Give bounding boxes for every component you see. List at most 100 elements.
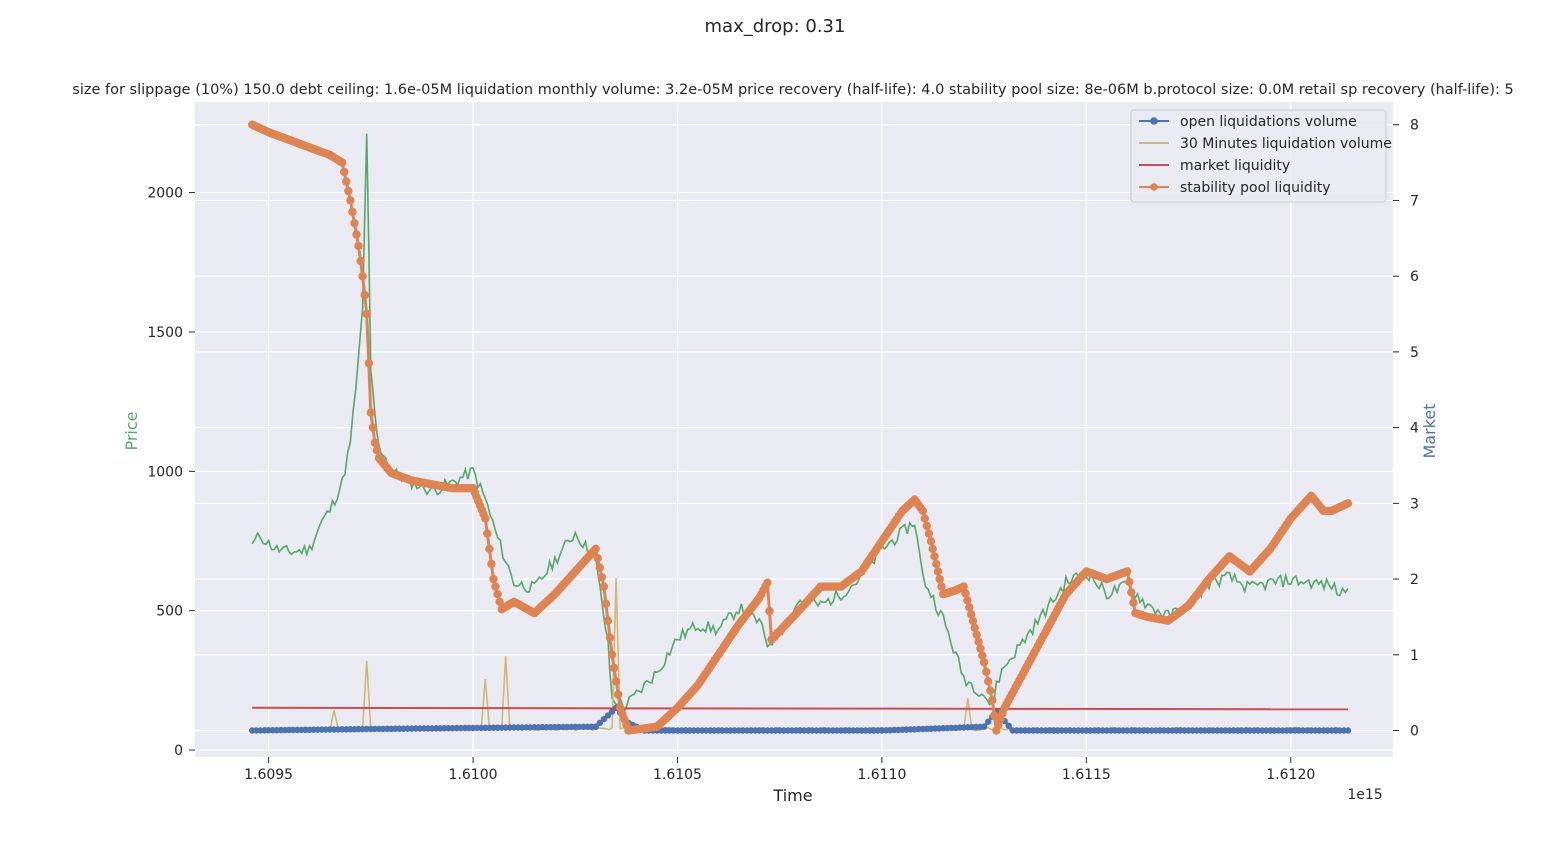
stability-pool-point xyxy=(978,651,987,660)
x-tick-label: 1.6105 xyxy=(653,767,702,783)
right-tick-label: 6 xyxy=(1410,269,1419,285)
stability-pool-point xyxy=(970,623,979,633)
open-liquidations-point xyxy=(592,723,599,730)
stability-pool-point xyxy=(966,610,976,619)
right-tick-label: 4 xyxy=(1410,421,1419,437)
x-axis-label: Time xyxy=(772,786,812,805)
stability-pool-point xyxy=(928,544,937,553)
open-liquidations-point xyxy=(604,712,612,719)
right-tick-label: 0 xyxy=(1410,723,1419,739)
stability-pool-point xyxy=(491,582,500,591)
left-tick-label: 0 xyxy=(174,743,183,759)
right-tick-label: 2 xyxy=(1410,572,1419,588)
stability-pool-point xyxy=(990,711,999,720)
stability-pool-point xyxy=(358,272,367,281)
plot-area xyxy=(195,102,1393,757)
legend-label: open liquidations volume xyxy=(1180,114,1357,130)
stability-pool-point xyxy=(924,529,934,538)
stability-pool-point xyxy=(963,596,972,605)
stability-pool-point xyxy=(979,658,989,667)
stability-pool-point xyxy=(481,514,490,523)
legend-marker-open-liquidations xyxy=(1150,117,1158,125)
stability-pool-point xyxy=(932,559,941,569)
stability-pool-point xyxy=(988,696,997,705)
stability-pool-point xyxy=(340,167,349,177)
x-tick-label: 1.6120 xyxy=(1266,767,1315,783)
stability-pool-point xyxy=(346,196,355,205)
stability-pool-point xyxy=(338,158,347,167)
stability-pool-point xyxy=(348,207,357,216)
stability-pool-point xyxy=(986,686,995,695)
stability-pool-point xyxy=(933,567,943,576)
stability-pool-point xyxy=(342,177,351,186)
stability-pool-point xyxy=(609,663,619,673)
stability-pool-point xyxy=(974,637,983,646)
right-axis-ticks: 0 1 2 3 4 5 6 7 8 xyxy=(1393,118,1419,739)
stability-pool-point xyxy=(593,554,602,563)
stability-pool-point xyxy=(597,573,606,582)
x-tick-label: 1.6100 xyxy=(449,767,498,783)
stability-pool-point xyxy=(364,359,373,368)
stability-pool-point xyxy=(495,597,504,606)
stability-pool-point xyxy=(922,521,932,531)
stability-pool-point xyxy=(366,408,375,417)
stability-pool-point xyxy=(984,677,993,686)
legend-label: 30 Minutes liquidation volume xyxy=(1180,136,1392,152)
left-axis-ticks: 0 500 1000 1500 2000 xyxy=(147,186,195,759)
stability-pool-point xyxy=(607,650,617,659)
stability-pool-point xyxy=(614,690,623,699)
legend-marker-stability-pool xyxy=(1150,183,1158,191)
stability-pool-point xyxy=(937,582,946,591)
stability-pool-point xyxy=(493,590,502,599)
legend-label: market liquidity xyxy=(1180,158,1290,174)
stability-pool-point xyxy=(935,574,944,584)
x-tick-label: 1.6115 xyxy=(1062,767,1111,783)
open-liquidations-point xyxy=(596,719,603,727)
stability-pool-point xyxy=(972,630,981,639)
right-tick-label: 1 xyxy=(1410,648,1419,664)
stability-pool-point xyxy=(483,529,492,538)
stability-pool-point xyxy=(360,290,369,300)
stability-pool-point xyxy=(1129,598,1138,607)
open-liquidations-point xyxy=(600,715,608,723)
legend-box xyxy=(1130,109,1387,203)
stability-pool-point xyxy=(926,537,936,546)
stability-pool-point xyxy=(611,677,621,686)
chart-title: size for slippage (10%) 150.0 debt ceili… xyxy=(72,82,1513,98)
stability-pool-point xyxy=(920,514,929,523)
stability-pool-point xyxy=(603,616,613,625)
right-tick-label: 3 xyxy=(1410,496,1419,512)
stability-pool-point xyxy=(344,186,353,196)
stability-pool-point xyxy=(599,582,609,591)
stability-pool-point xyxy=(959,582,968,591)
stability-pool-point xyxy=(350,219,359,228)
open-liquidations-point xyxy=(980,723,988,730)
stability-pool-point xyxy=(763,578,772,587)
stability-pool-point xyxy=(354,241,363,251)
right-axis-label: Market xyxy=(1420,404,1439,459)
legend: open liquidations volume 30 Minutes liqui… xyxy=(1130,109,1392,203)
stability-pool-point xyxy=(352,230,361,239)
stability-pool-point xyxy=(368,423,378,432)
left-axis-label: Price xyxy=(122,411,141,450)
series-layer xyxy=(248,120,1353,735)
right-tick-label: 8 xyxy=(1410,118,1419,134)
stability-pool-point xyxy=(485,544,494,553)
stability-pool-point xyxy=(362,309,371,319)
stability-pool-point xyxy=(961,589,970,598)
stability-pool-point xyxy=(356,256,365,266)
x-tick-label: 1.6110 xyxy=(857,767,906,783)
open-liquidations-point xyxy=(985,718,992,725)
stability-pool-point xyxy=(1123,567,1132,576)
x-tick-label: 1.6095 xyxy=(244,767,293,783)
legend-label: stability pool liquidity xyxy=(1180,180,1330,196)
stability-pool-point xyxy=(370,438,380,447)
chart-suptitle: max_drop: 0.31 xyxy=(705,16,846,37)
stability-pool-point xyxy=(965,603,974,612)
x-axis-ticks: 1.6095 1.6100 1.6105 1.6110 1.6115 1.6120 xyxy=(244,757,1315,783)
stability-pool-point xyxy=(930,552,939,561)
stability-pool-point xyxy=(1127,588,1136,597)
stability-pool-point xyxy=(765,607,774,616)
market-liquidity-series-line xyxy=(252,706,1349,711)
x-axis-offset-label: 1e15 xyxy=(1347,787,1382,803)
